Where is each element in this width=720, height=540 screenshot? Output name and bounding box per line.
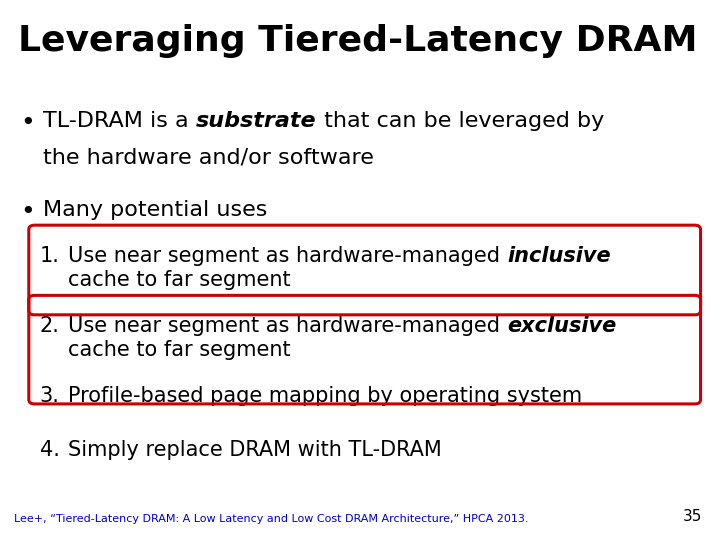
Text: 35: 35 [683,509,702,524]
Text: Profile-based page mapping by operating system: Profile-based page mapping by operating … [68,386,582,406]
Text: 1.: 1. [40,246,60,266]
Text: •: • [20,200,35,224]
Text: TL-DRAM is a: TL-DRAM is a [43,111,196,131]
Text: that can be leveraged by: that can be leveraged by [317,111,604,131]
Text: the hardware and/or software: the hardware and/or software [43,147,374,167]
Text: 2.: 2. [40,316,60,336]
Text: •: • [20,111,35,134]
Text: Use near segment as hardware-managed: Use near segment as hardware-managed [68,316,507,336]
Text: Use near segment as hardware-managed: Use near segment as hardware-managed [68,246,507,266]
Text: Many potential uses: Many potential uses [43,200,268,220]
Text: cache to far segment: cache to far segment [68,340,291,360]
Text: exclusive: exclusive [507,316,616,336]
Text: 4.: 4. [40,440,60,460]
Text: inclusive: inclusive [507,246,611,266]
Text: Simply replace DRAM with TL-DRAM: Simply replace DRAM with TL-DRAM [68,440,442,460]
Text: substrate: substrate [196,111,317,131]
Text: 3.: 3. [40,386,60,406]
Text: cache to far segment: cache to far segment [68,269,291,289]
Text: Leveraging Tiered-Latency DRAM: Leveraging Tiered-Latency DRAM [18,24,698,58]
Text: Lee+, “Tiered-Latency DRAM: A Low Latency and Low Cost DRAM Architecture,” HPCA : Lee+, “Tiered-Latency DRAM: A Low Latenc… [14,514,529,524]
